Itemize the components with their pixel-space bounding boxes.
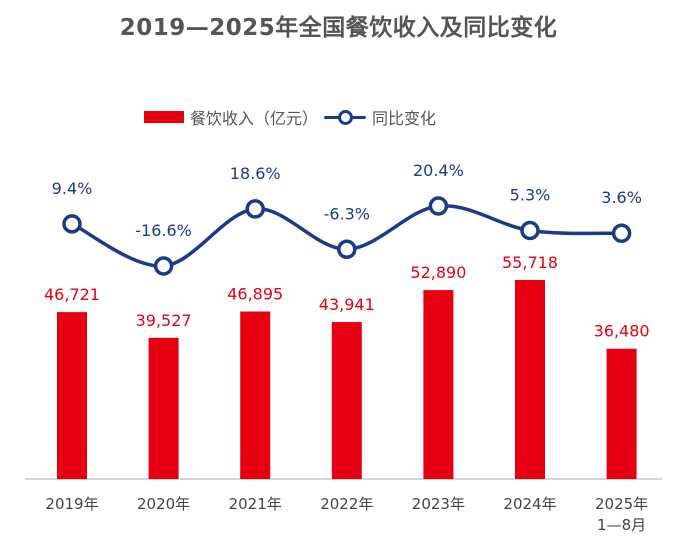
bar-value-label: 43,941: [319, 295, 375, 314]
x-tick-label: 2021年: [229, 495, 282, 513]
yoy-value-label: 18.6%: [230, 164, 281, 183]
yoy-value-label: 5.3%: [510, 185, 551, 204]
x-tick-label: 2022年: [320, 495, 373, 513]
x-tick-label: 2025年: [595, 495, 648, 513]
bar: [515, 280, 545, 479]
yoy-point: [428, 196, 449, 216]
yoy-value-label: -16.6%: [135, 221, 192, 240]
bar-value-label: 46,721: [44, 285, 100, 304]
bar: [240, 311, 271, 479]
bar: [331, 322, 362, 479]
x-tick-label: 2020年: [137, 495, 190, 513]
yoy-point: [245, 199, 265, 219]
yoy-point: [62, 214, 82, 234]
yoy-point: [153, 256, 174, 276]
x-tick-label: 2023年: [412, 495, 465, 513]
legend-bar-label: 餐饮收入（亿元）: [190, 109, 319, 128]
bar-value-label: 36,480: [594, 322, 650, 341]
legend-line-swatch: [324, 110, 367, 125]
bar: [423, 290, 454, 479]
chart-title: 2019—2025年全国餐饮收入及同比变化: [119, 15, 558, 41]
bar: [148, 337, 179, 479]
yoy-point: [520, 220, 540, 241]
yoy-value-label: 9.4%: [52, 179, 93, 198]
x-tick-label: 2024年: [503, 495, 556, 513]
bar: [57, 312, 87, 479]
x-tick-label: 1—8月: [597, 516, 646, 534]
yoy-value-label: -6.3%: [324, 204, 370, 223]
legend-bar-swatch: [144, 111, 184, 123]
bar: [606, 348, 637, 479]
x-tick-label: 2019年: [45, 495, 98, 513]
yoy-value-label: 20.4%: [413, 161, 464, 180]
bar-value-label: 52,890: [410, 263, 466, 282]
legend: 餐饮收入（亿元） 同比变化: [144, 105, 436, 129]
bar-value-label: 55,718: [502, 253, 558, 272]
yoy-point: [337, 239, 357, 260]
bar-value-label: 46,895: [227, 285, 283, 304]
legend-line-label: 同比变化: [372, 109, 437, 128]
yoy-point: [611, 223, 632, 243]
bar-value-label: 39,527: [136, 311, 192, 330]
yoy-value-label: 3.6%: [601, 188, 642, 207]
